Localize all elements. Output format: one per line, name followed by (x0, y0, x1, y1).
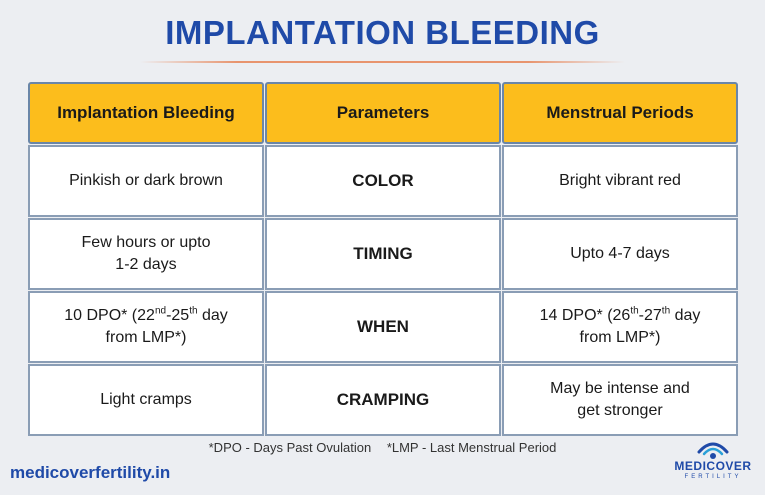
menstrual-when-line2: from LMP*) (579, 329, 661, 346)
header-implantation-bleeding: Implantation Bleeding (28, 82, 264, 144)
cell-menstrual-cramping-line1: May be intense and (550, 380, 690, 397)
menstrual-when-text-b: -27 (638, 307, 662, 324)
cell-parameter-cramping: CRAMPING (265, 364, 501, 436)
implantation-when-text-c: day (197, 307, 228, 324)
implantation-when-sup-a: nd (154, 305, 167, 317)
header-menstrual-periods: Menstrual Periods (502, 82, 738, 144)
cell-menstrual-when: 14 DPO* (26th-27th day from LMP*) (502, 291, 738, 363)
footnote-lmp: *LMP - Last Menstrual Period (386, 440, 557, 455)
cell-menstrual-color: Bright vibrant red (502, 145, 738, 217)
title-divider (140, 61, 625, 63)
website-link[interactable]: medicoverfertility.in (10, 463, 171, 482)
comparison-table: Implantation Bleeding Parameters Menstru… (28, 82, 738, 436)
menstrual-when-text-a: 14 DPO* (26 (539, 307, 631, 324)
menstrual-when-sup-b: th (661, 305, 671, 317)
logo-subtitle: FERTILITY (684, 474, 742, 480)
menstrual-when-text-c: day (670, 307, 701, 324)
implantation-when-text-b: -25 (166, 307, 190, 324)
logo-name: MEDICOVER (674, 459, 752, 473)
cell-menstrual-cramping-line2: get stronger (577, 402, 663, 419)
cell-implantation-timing-line1: Few hours or upto (81, 234, 211, 251)
footnotes: *DPO - Days Past Ovulation *LMP - Last M… (0, 440, 765, 455)
implantation-when-line2: from LMP*) (105, 329, 187, 346)
cell-implantation-timing: Few hours or upto 1-2 days (28, 218, 264, 290)
cell-menstrual-timing: Upto 4-7 days (502, 218, 738, 290)
header-parameters: Parameters (265, 82, 501, 144)
cell-implantation-timing-line2: 1-2 days (115, 256, 177, 273)
medicover-logo-icon (697, 442, 729, 459)
footnote-dpo: *DPO - Days Past Ovulation (208, 440, 372, 455)
cell-parameter-color: COLOR (265, 145, 501, 217)
medicover-logo: MEDICOVER FERTILITY (668, 436, 758, 492)
implantation-when-text-a: 10 DPO* (22 (64, 307, 155, 324)
implantation-when-sup-b: th (189, 305, 198, 317)
cell-parameter-when: WHEN (265, 291, 501, 363)
cell-menstrual-cramping: May be intense and get stronger (502, 364, 738, 436)
page-title: IMPLANTATION BLEEDING (165, 14, 600, 51)
menstrual-when-sup-a: th (630, 305, 639, 317)
cell-implantation-cramping: Light cramps (28, 364, 264, 436)
cell-implantation-color: Pinkish or dark brown (28, 145, 264, 217)
cell-parameter-timing: TIMING (265, 218, 501, 290)
cell-implantation-when: 10 DPO* (22nd-25th day from LMP*) (28, 291, 264, 363)
